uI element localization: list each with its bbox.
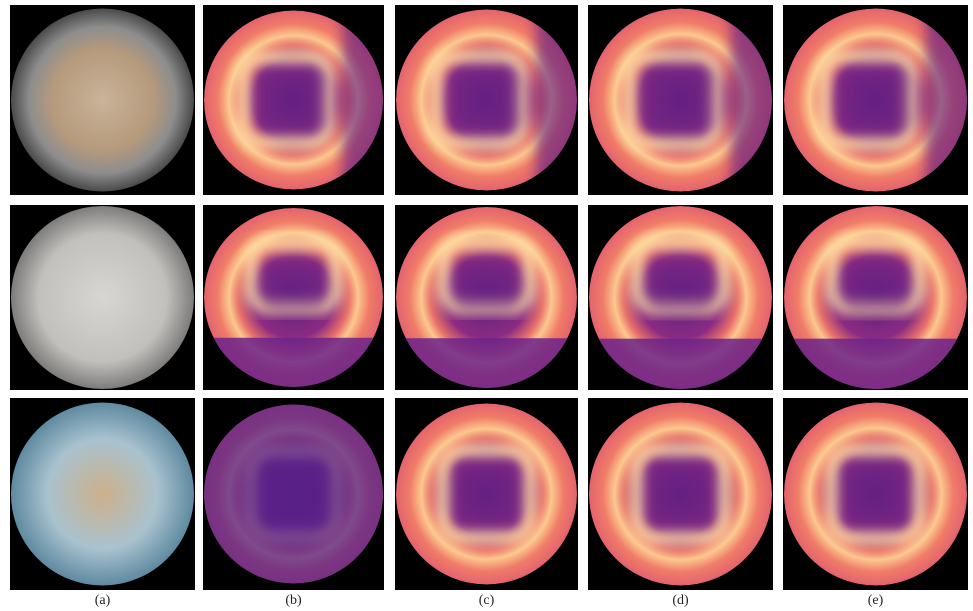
- depth-map: [203, 205, 384, 427]
- panorama-image: [10, 398, 195, 590]
- depth-map: [395, 205, 578, 429]
- depth-center: [842, 461, 909, 528]
- fisheye-photo: [11, 403, 194, 586]
- depth-center: [647, 264, 714, 309]
- depth-map: [783, 5, 973, 195]
- depth-content: [203, 208, 384, 427]
- depth-center: [842, 67, 909, 134]
- depth-map: [203, 398, 384, 590]
- depth-center: [261, 67, 326, 132]
- depth-center: [261, 265, 326, 309]
- depth-content: [783, 206, 968, 430]
- panel-label: (b): [285, 593, 302, 608]
- fisheye-photo: [11, 9, 194, 192]
- depth-content: [784, 403, 967, 586]
- depth-map: [395, 398, 578, 590]
- depth-center: [647, 461, 714, 528]
- depth-content: [204, 405, 383, 584]
- depth-map: [783, 398, 968, 590]
- panel-label: (c): [479, 593, 495, 608]
- panel-label: (a): [95, 593, 111, 608]
- depth-map: [783, 205, 968, 430]
- depth-center: [842, 264, 909, 309]
- depth-center: [454, 265, 520, 309]
- depth-center: [454, 461, 520, 527]
- depth-map: [588, 398, 773, 590]
- fisheye-photo: [11, 206, 194, 389]
- depth-center: [647, 67, 714, 134]
- panel-label: (e): [868, 593, 884, 608]
- panel-label: (d): [672, 593, 689, 608]
- depth-content: [396, 404, 577, 585]
- depth-map: [588, 205, 773, 430]
- figure: (a) (b) (c) (d) (e): [0, 0, 973, 611]
- panorama-image: [10, 5, 195, 195]
- depth-center: [454, 67, 520, 133]
- panorama-image: [10, 205, 195, 390]
- depth-content: [589, 403, 772, 586]
- depth-dark: [204, 405, 383, 584]
- page: (a)(b)(c)(d)(e) (() => { const data = JS…: [0, 0, 973, 611]
- depth-content: [588, 206, 773, 430]
- depth-content: [395, 207, 578, 429]
